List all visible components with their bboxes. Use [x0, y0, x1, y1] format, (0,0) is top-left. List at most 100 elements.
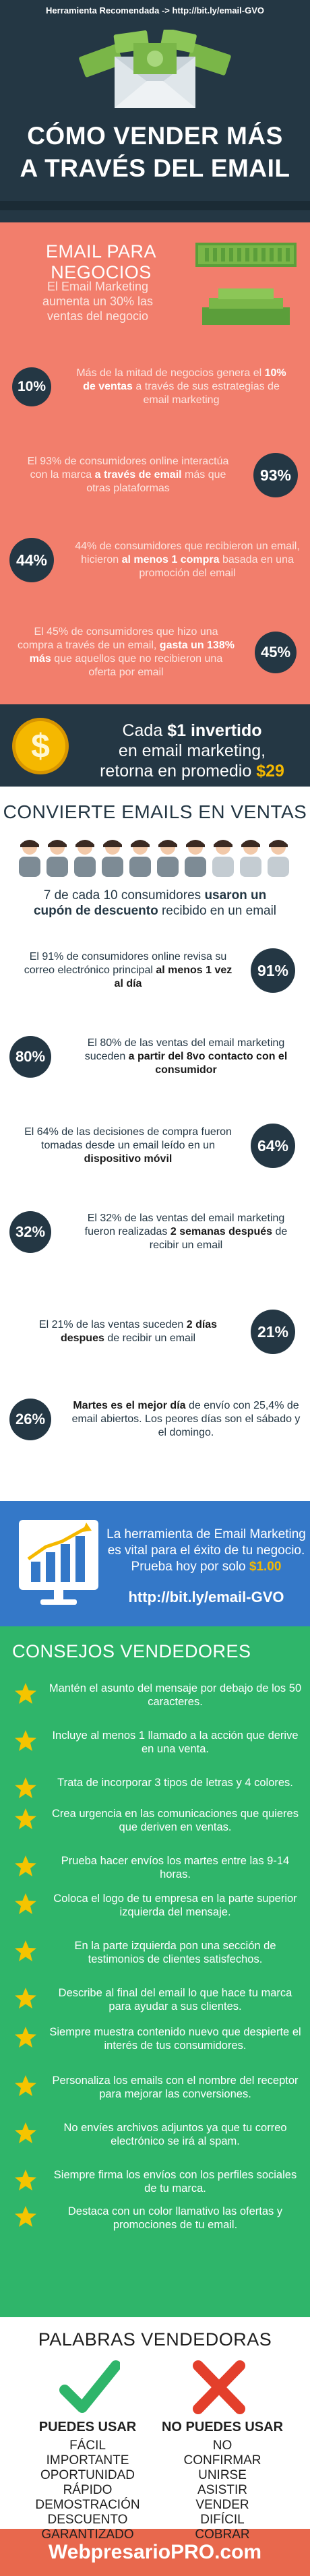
tip-item: Siempre muestra contenido nuevo que desp… — [0, 2025, 310, 2052]
tip-text: Prueba hacer envíos los martes entre las… — [61, 1855, 290, 1880]
stat-text: El 80% de las ventas del email marketing… — [84, 1037, 288, 1076]
word-item: UNIRSE — [198, 2468, 247, 2482]
tip-text: Trata de incorporar 3 tipos de letras y … — [57, 1777, 293, 1789]
section-intro: El Email Marketing aumenta un 30% las ve… — [42, 280, 154, 323]
section-title: PALABRAS VENDEDORAS — [38, 2329, 272, 2350]
tip-text: Describe al final del email lo que hace … — [58, 1987, 292, 2013]
yes-words-list: FÁCIL IMPORTANTE OPORTUNIDAD RÁPIDO DEMOSTRA… — [20, 2439, 155, 2542]
tip-text: Mantén el asunto del mensaje por debajo … — [49, 1682, 302, 1708]
tip-item: No envíes archivos adjuntos ya que tu co… — [0, 2121, 310, 2148]
word-item: DIFÍCIL — [200, 2513, 245, 2527]
no-heading: NO PUEDES USAR — [161, 2420, 284, 2434]
tip-item: Siempre firma los envíos con los perfile… — [0, 2168, 310, 2195]
stat-text: El 45% de consumidores que hizo una comp… — [18, 626, 235, 678]
tip-text: Personaliza los emails con el nombre del… — [52, 2075, 299, 2100]
stat-row-64: El 64% de las decisiones de compra fuero… — [0, 1124, 310, 1168]
tip-item: Prueba hacer envíos los martes entre las… — [0, 1854, 310, 1881]
cross-icon — [193, 2360, 245, 2414]
stat-circle: 64% — [251, 1124, 295, 1168]
star-icon — [15, 1856, 36, 1876]
tip-text: Incluye al menos 1 llamado a la acción q… — [52, 1729, 299, 1755]
banner-text: La herramienta de Email Marketing es vit… — [106, 1527, 306, 1574]
tool-banner: La herramienta de Email Marketing es vit… — [0, 1501, 310, 1626]
checkmark-icon — [59, 2360, 120, 2413]
tip-item: Incluye al menos 1 llamado a la acción q… — [0, 1729, 310, 1756]
roi-text: Cada $1 invertido en email marketing, re… — [100, 721, 284, 780]
stat-circle: 91% — [251, 948, 295, 993]
recommended-tool-link[interactable]: Herramienta Recomendada -> http://bit.ly… — [46, 5, 264, 16]
stat-row-80: 80% El 80% de las ventas del email marke… — [0, 1036, 310, 1078]
stat-row-44: 44% 44% de consumidores que recibieron u… — [0, 538, 310, 582]
tip-item: Coloca el logo de tu empresa en la parte… — [0, 1892, 310, 1919]
word-item: GARANTIZADO — [41, 2527, 134, 2542]
word-item: DESCUENTO — [47, 2513, 128, 2527]
tip-text: No envíes archivos adjuntos ya que tu co… — [63, 2122, 287, 2147]
email-para-negocios-section: EMAIL PARA NEGOCIOS El Email Marketing a… — [0, 222, 310, 704]
palabras-section: PALABRAS VENDEDORAS PUEDES USAR NO PUEDE… — [0, 2317, 310, 2542]
stat-text: El 91% de consumidores online revisa su … — [24, 951, 232, 989]
tip-item: En la parte izquierda pon una sección de… — [0, 1939, 310, 1966]
tool-link[interactable]: http://bit.ly/email-GVO — [128, 1589, 284, 1605]
title-line-1: CÓMO VENDER MÁS — [27, 122, 283, 150]
no-words-list: NO CONFIRMAR UNIRSE ASISTIR VENDER DIFÍCIL COB… — [155, 2439, 290, 2542]
star-icon — [15, 2027, 36, 2048]
star-icon — [15, 1683, 36, 1704]
star-icon — [15, 1940, 36, 1961]
roi-band: $ Cada $1 invertido en email marketing, … — [0, 704, 310, 787]
section-title: EMAIL PARA NEGOCIOS — [45, 241, 157, 282]
word-item: FÁCIL — [69, 2439, 106, 2453]
word-item: ASISTIR — [197, 2483, 247, 2497]
star-icon — [15, 1777, 36, 1798]
section-intro: 7 de cada 10 consumidores usaron un cupó… — [33, 888, 277, 918]
section-title: CONSEJOS VENDEDORES — [12, 1641, 251, 1661]
tip-item: Destaca con un color llamativo las ofert… — [0, 2205, 310, 2232]
stat-row-10: 10% Más de la mitad de negocios genera e… — [0, 367, 310, 407]
star-icon — [15, 1893, 36, 1914]
consejos-section: CONSEJOS VENDEDORES Mantén el asunto del… — [0, 1626, 310, 2317]
yes-heading: PUEDES USAR — [38, 2420, 137, 2434]
header-shelf — [0, 201, 310, 210]
tip-text: Coloca el logo de tu empresa en la parte… — [53, 1893, 297, 1918]
word-item: RÁPIDO — [63, 2483, 113, 2497]
word-item: COBRAR — [195, 2527, 250, 2542]
star-icon — [15, 2122, 36, 2143]
word-item: VENDER — [195, 2498, 249, 2512]
stat-text: El 21% de las ventas suceden 2 días desp… — [38, 1319, 218, 1344]
star-icon — [15, 1988, 36, 2008]
star-icon — [15, 2170, 36, 2190]
word-item: CONFIRMAR — [183, 2453, 261, 2467]
stat-row-26: 26% Martes es el mejor día de envío con … — [0, 1399, 310, 1440]
tip-text: Crea urgencia en las comunicaciones que … — [52, 1808, 299, 1833]
stat-text: El 93% de consumidores online interactúa… — [27, 456, 229, 494]
stat-circle: 26% — [9, 1399, 51, 1440]
stat-text: Más de la mitad de negocios genera el 10… — [76, 367, 286, 406]
tip-text: Destaca con un color llamativo las ofert… — [67, 2205, 283, 2231]
word-item: DEMOSTRACIÓN — [35, 2498, 140, 2512]
stat-row-32: 32% El 32% de las ventas del email marke… — [0, 1211, 310, 1253]
section-title: CONVIERTE EMAILS EN VENTAS — [3, 801, 307, 822]
tip-item: Mantén el asunto del mensaje por debajo … — [0, 1682, 310, 1709]
stat-circle: 93% — [253, 453, 298, 497]
cash-pile-icon — [202, 288, 290, 325]
tip-text: En la parte izquierda pon una sección de… — [74, 1940, 276, 1965]
tip-text: Siempre firma los envíos con los perfile… — [53, 2169, 297, 2195]
header-section: Herramienta Recomendada -> http://bit.ly… — [0, 0, 310, 222]
word-item: IMPORTANTE — [46, 2453, 129, 2467]
stat-circle: 32% — [9, 1211, 51, 1253]
star-icon — [15, 2206, 36, 2227]
star-icon — [15, 1808, 36, 1829]
envelope-money-icon — [79, 30, 231, 108]
title-line-2: A TRAVÉS DEL EMAIL — [20, 154, 290, 182]
stat-circle: 80% — [9, 1036, 51, 1078]
tip-item: Crea urgencia en las comunicaciones que … — [0, 1807, 310, 1834]
consumers-people-icon — [19, 840, 289, 877]
stat-circle: 21% — [251, 1310, 295, 1354]
tip-text: Siempre muestra contenido nuevo que desp… — [49, 2026, 301, 2052]
money-stack-icon — [195, 243, 297, 267]
stat-text: 44% de consumidores que recibieron un em… — [75, 541, 300, 579]
growth-chart-icon — [19, 1520, 98, 1605]
star-icon — [15, 2075, 36, 2096]
stat-circle: 44% — [9, 538, 54, 582]
stat-row-21: El 21% de las ventas suceden 2 días desp… — [0, 1310, 310, 1354]
